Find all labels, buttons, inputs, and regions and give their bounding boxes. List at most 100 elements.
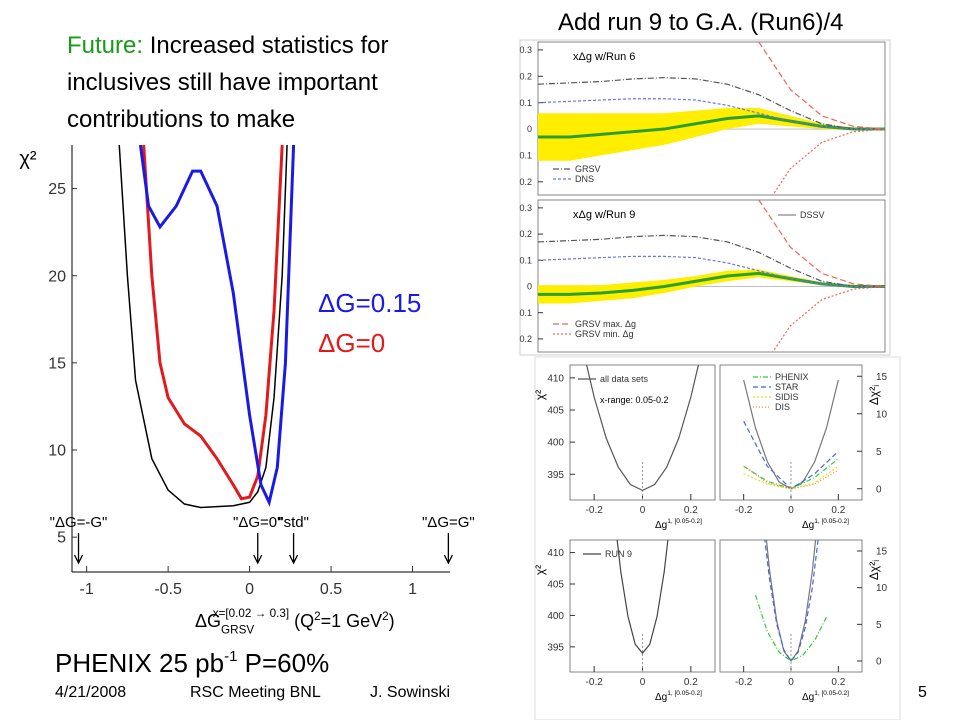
x-label-part: ) xyxy=(389,611,395,631)
series-line xyxy=(743,465,839,490)
y-tick-label: 10 xyxy=(876,583,888,594)
y-tick-label: 0.3 xyxy=(519,203,532,213)
plot xyxy=(616,540,669,655)
x-label-part: 1, [0.05-0.2] xyxy=(814,518,849,525)
y-tick-label: 10 xyxy=(48,443,66,460)
x-label-part: 1, [0.05-0.2] xyxy=(667,518,702,525)
x-label-part: Δg xyxy=(655,520,667,531)
x-tick-label: 0 xyxy=(788,677,794,688)
future-line: contributions to make xyxy=(67,106,295,133)
annotation: "std" xyxy=(278,514,309,531)
y-tick-label: 5 xyxy=(876,620,882,631)
chart: 0 5 10 15 -0.2 0 0.2 Δχ²ᵢ Δg1, [0.05-0.2] xyxy=(719,539,888,703)
future-text: Future: Increased statistics for xyxy=(67,32,388,59)
y-tick-label: 400 xyxy=(547,611,564,622)
x-label-part: 2 xyxy=(314,610,321,623)
x-tick-label: 1 xyxy=(408,581,417,598)
y-axis-label: χ² xyxy=(533,565,547,575)
legend-label: ΔG=0.15 xyxy=(318,288,421,318)
page-number: 5 xyxy=(918,684,927,701)
x-tick-label: 0.5 xyxy=(320,581,342,598)
series-line xyxy=(118,145,288,509)
x-tick-label: 0 xyxy=(640,505,646,516)
footer-author: J. Sowinski xyxy=(370,684,450,701)
x-axis-label: Δg1, [0.05-0.2] xyxy=(655,518,702,531)
chart: 5 10 15 20 25 -1 -0.5 0 0.5 1 χ² ΔGGRSV x=[0.02 → 0.… xyxy=(19,145,475,636)
y-tick-label: 410 xyxy=(547,373,564,384)
footer-meeting: RSC Meeting BNL xyxy=(190,684,321,701)
plot-frame xyxy=(537,199,886,353)
y-tick-label: 0 xyxy=(876,657,882,668)
y-tick-label: 0 xyxy=(527,282,532,292)
y-tick-label: 0 xyxy=(876,484,882,495)
y-tick-label: 0.2 xyxy=(519,229,532,239)
y-tick-label: 20 xyxy=(48,268,66,285)
x-tick-label: -0.5 xyxy=(154,581,182,598)
x-label-part: 2 xyxy=(382,610,389,623)
legend-label: RUN 9 xyxy=(605,549,632,559)
chart: 395 400 405 410 -0.2 0 0.2 χ² Δg1, [0.05-0.2] RUN… xyxy=(533,539,716,703)
panel-title: xΔg w/Run 6 xyxy=(573,51,635,63)
legend-label: GRSV xyxy=(575,164,601,174)
x-axis-label: Δg1, [0.05-0.2] xyxy=(655,690,702,703)
series-line xyxy=(538,98,885,130)
y-axis-label: χ² xyxy=(533,390,547,400)
y-tick-label: 15 xyxy=(876,547,888,558)
legend-label: PHENIX xyxy=(775,372,809,382)
x-label-part: =1 GeV xyxy=(321,611,383,631)
x-label-part: ΔG xyxy=(195,611,221,631)
y-tick-label: 0.1 xyxy=(519,255,532,265)
series-line xyxy=(138,145,296,507)
x-axis-label: ΔGGRSVx=[0.02 → 0.3] (Q2=1 GeV2) xyxy=(195,607,395,636)
footer-date: 4/21/2008 xyxy=(55,684,126,701)
legend-label: DSSV xyxy=(800,210,825,220)
series-line xyxy=(764,540,819,663)
y-tick-label: 15 xyxy=(48,355,66,372)
series-line xyxy=(772,285,885,352)
y-tick-label: 0.2 xyxy=(519,71,532,81)
x-tick-label: 0 xyxy=(788,505,794,516)
y-axis-label: χ² xyxy=(19,148,36,170)
y-tick-label: 400 xyxy=(547,438,564,449)
legend-label: DIS xyxy=(775,402,790,412)
x-label-part: 1, [0.05-0.2] xyxy=(814,690,849,697)
y-tick-label: 0.1 xyxy=(519,151,532,161)
y-axis-label: Δχ²ᵢ xyxy=(867,385,881,405)
legend-label: ΔG=0 xyxy=(318,328,385,358)
x-tick-label: 0.2 xyxy=(684,677,698,688)
plot xyxy=(538,42,885,195)
plot xyxy=(585,365,700,492)
y-tick-label: 410 xyxy=(547,548,564,559)
x-tick-label: 0.2 xyxy=(684,505,698,516)
y-tick-label: 0.3 xyxy=(519,45,532,55)
y-tick-label: 0.1 xyxy=(519,98,532,108)
y-tick-label: 0 xyxy=(527,124,532,134)
y-axis-label: Δχ²ᵢ xyxy=(867,560,881,580)
right-title: Add run 9 to G.A. (Run6)/4 xyxy=(558,9,843,36)
legend-label: STAR xyxy=(775,382,799,392)
annotation: "ΔG=G" xyxy=(422,514,475,531)
chart: 0.3 0.2 0.1 0 0.1 0.2 xΔg w/Run 9 DSSV GRSV max.… xyxy=(519,199,886,353)
legend-label: DNS xyxy=(575,174,594,184)
x-tick-label: -0.2 xyxy=(586,677,604,688)
x-tick-label: -0.2 xyxy=(735,505,753,516)
x-label-part: GRSV xyxy=(221,623,254,636)
legend-label: SIDIS xyxy=(775,392,799,402)
annotation-arrow xyxy=(443,533,453,565)
phenix-rest: P=60% xyxy=(237,648,329,678)
x-tick-label: 0.2 xyxy=(831,677,845,688)
legend-label: all data sets xyxy=(600,374,649,384)
series-line xyxy=(765,540,817,663)
series-line xyxy=(616,540,669,655)
annotation-arrow xyxy=(253,533,263,565)
y-tick-label: 10 xyxy=(876,409,888,420)
y-tick-label: 0.2 xyxy=(519,177,532,187)
legend-label: GRSV max. Δg xyxy=(575,319,636,329)
chart: 395 400 405 410 -0.2 0 0.2 x-range: 0.05-0.2 χ² Δ… xyxy=(533,364,716,531)
phenix-sup: -1 xyxy=(224,648,237,665)
panel-frame xyxy=(519,39,891,356)
series-line xyxy=(142,145,284,501)
y-tick-label: 0.1 xyxy=(519,308,532,318)
